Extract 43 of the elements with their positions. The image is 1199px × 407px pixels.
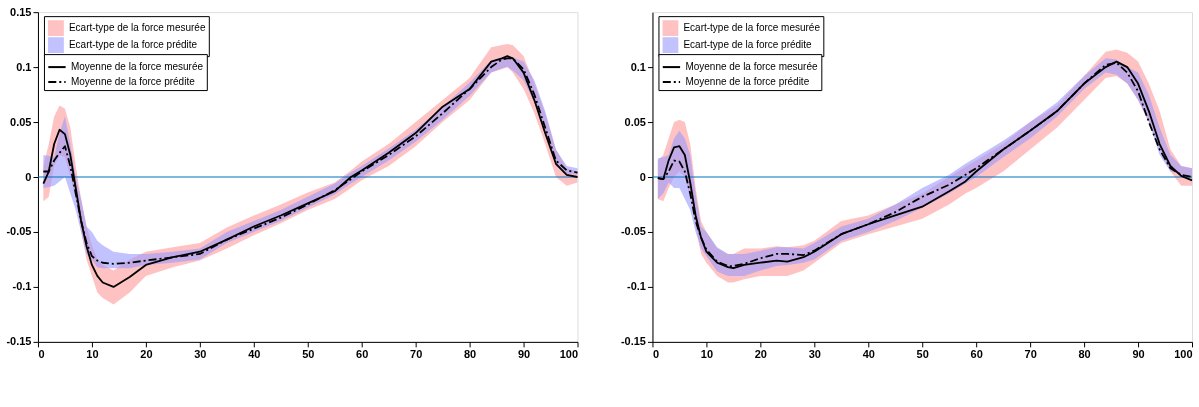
legend-label: Moyenne de la force mesurée — [685, 61, 818, 73]
legend-label: Ecart-type de la force mesurée — [68, 22, 206, 34]
y-tick-label: 0 — [25, 170, 32, 183]
legend-label: Ecart-type de la force mesurée — [683, 22, 821, 34]
y-tick-label: -0.15 — [620, 335, 646, 348]
x-tick-label: 30 — [194, 348, 207, 361]
x-tick-label: 70 — [1024, 348, 1037, 361]
legend-label: Moyenne de la force mesurée — [70, 61, 204, 73]
y-tick-label: 0.15 — [10, 5, 32, 18]
legend-label: Moyenne de la force prédite — [685, 76, 810, 88]
x-tick-label: 80 — [1078, 348, 1091, 361]
x-tick-label: 20 — [140, 348, 153, 361]
x-tick-label: 10 — [700, 348, 714, 361]
x-tick-label: 50 — [916, 348, 929, 361]
y-tick-label: 0 — [639, 170, 646, 183]
legend-label: Ecart-type de la force prédite — [68, 39, 198, 51]
x-tick-label: 60 — [970, 348, 983, 361]
x-tick-label: 70 — [410, 348, 423, 361]
x-tick-label: 10 — [86, 348, 99, 361]
x-tick-label: 30 — [808, 348, 821, 361]
y-tick-label: 0.1 — [16, 60, 32, 73]
x-tick-label: 0 — [38, 348, 45, 361]
x-tick-label: 50 — [302, 348, 315, 361]
y-tick-label: 0.1 — [630, 60, 646, 73]
x-tick-label: 60 — [356, 348, 369, 361]
y-tick-label: -0.1 — [12, 280, 32, 293]
legend-label: Ecart-type de la force prédite — [683, 39, 813, 51]
y-tick-label: 0.05 — [10, 115, 32, 128]
x-tick-label: 20 — [754, 348, 767, 361]
x-tick-label: 40 — [248, 348, 261, 361]
x-tick-label: 90 — [517, 348, 531, 361]
y-tick-label: -0.15 — [6, 335, 32, 348]
x-tick-label: 0 — [652, 348, 660, 361]
y-tick-label: -0.05 — [620, 225, 646, 238]
y-tick-label: 0.05 — [624, 115, 646, 128]
x-tick-label: 90 — [1132, 348, 1145, 361]
x-tick-label: 100 — [1174, 348, 1193, 361]
x-tick-label: 100 — [559, 348, 579, 361]
x-tick-label: 80 — [464, 348, 477, 361]
y-tick-label: -0.1 — [627, 280, 646, 293]
legend-label: Moyenne de la force prédite — [70, 76, 196, 88]
x-tick-label: 40 — [862, 348, 875, 361]
y-tick-label: -0.05 — [6, 225, 32, 238]
